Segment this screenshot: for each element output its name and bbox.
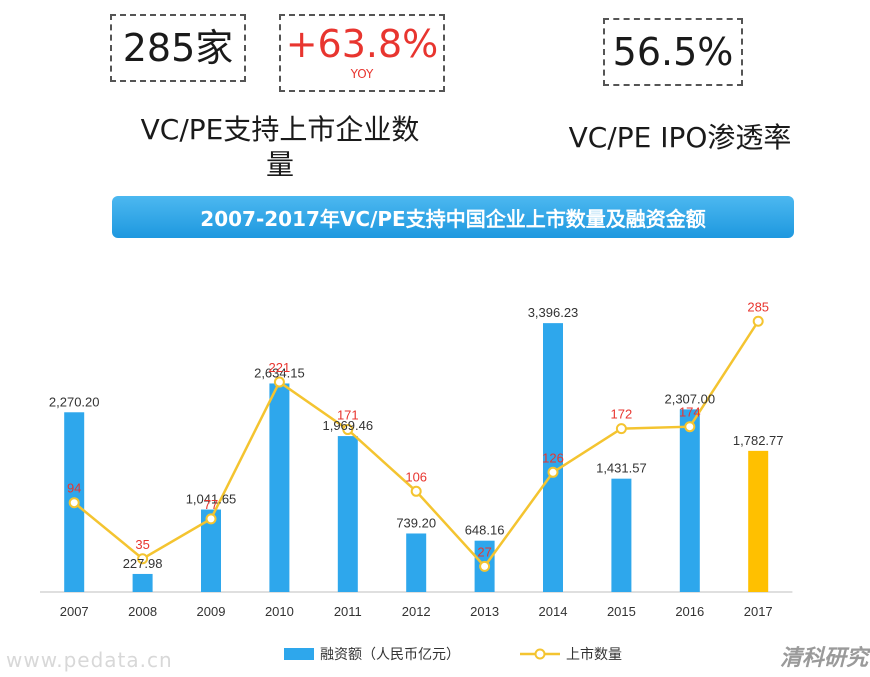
legend-label-line: 上市数量: [566, 646, 622, 663]
x-tick-label-2013: 2013: [470, 604, 499, 619]
bar-2012: [406, 533, 427, 592]
x-tick-label-2017: 2017: [744, 604, 773, 619]
x-tick-label-2008: 2008: [128, 604, 157, 619]
bar-value-label-2010: 2,634.15: [254, 365, 305, 380]
x-tick-label-2016: 2016: [675, 604, 704, 619]
line-value-label-2014: 126: [542, 450, 564, 465]
line-point-2008: [137, 553, 149, 565]
kpi-penetration-box: 56.5%: [603, 18, 743, 86]
line-point-2013: [479, 560, 491, 572]
bar-value-label-2017: 1,782.77: [733, 433, 784, 448]
x-tick-label-2010: 2010: [265, 604, 294, 619]
bar-2009: [201, 509, 221, 592]
bar-2010: [269, 383, 290, 592]
line-value-label-2008: 35: [135, 537, 149, 552]
line-point-2010: [273, 376, 285, 388]
caption-listed-count: VC/PE支持上市企业数量: [140, 113, 420, 181]
line-point-2015: [615, 423, 627, 435]
kpi-yoy-box: +63.8% YOY: [279, 14, 445, 92]
watermark: www.pedata.cn: [6, 648, 173, 672]
line-point-2012: [410, 485, 422, 497]
legend-label-bar: 融资额（人民币亿元）: [320, 647, 460, 663]
line-value-label-2011: 171: [337, 408, 359, 423]
legend-swatch-bar: [284, 648, 314, 660]
bar-value-label-2007: 2,270.20: [49, 394, 100, 409]
kpi-yoy-value: +63.8%: [285, 22, 439, 66]
line-value-label-2013: 27: [477, 544, 491, 559]
line-point-2007: [68, 497, 80, 509]
bar-2016: [679, 409, 700, 592]
bar-2015: [611, 478, 632, 592]
line-value-label-2010: 221: [269, 360, 291, 375]
chart-title-banner: 2007-2017年VC/PE支持中国企业上市数量及融资金额: [112, 196, 794, 238]
bar-value-label-2011: 1,969.46: [322, 418, 373, 433]
kpi-yoy-label: YOY: [350, 67, 374, 81]
bar-value-label-2009: 1,041.65: [186, 492, 237, 507]
x-tick-label-2009: 2009: [197, 604, 226, 619]
bar-value-label-2013: 648.16: [465, 523, 505, 538]
kpi-count-box: 285家: [110, 14, 246, 82]
line-value-label-2012: 106: [405, 469, 427, 484]
brand-logo: 清科研究: [780, 646, 869, 671]
line-value-label-2017: 285: [747, 299, 769, 314]
x-tick-label-2011: 2011: [334, 604, 362, 619]
line-point-2014: [547, 466, 559, 478]
line-point-2016: [684, 421, 696, 433]
bar-2011: [337, 436, 358, 592]
legend-swatch-marker: [534, 648, 546, 660]
bar-value-label-2008: 227.98: [123, 556, 163, 571]
caption-ipo-penetration: VC/PE IPO渗透率: [568, 121, 792, 154]
line-point-2017: [752, 315, 764, 327]
x-tick-label-2007: 2007: [60, 604, 89, 619]
kpi-count-value: 285家: [122, 26, 234, 70]
line-value-label-2009: 77: [204, 497, 218, 512]
bar-value-label-2016: 2,307.00: [664, 391, 715, 406]
line-value-label-2007: 94: [67, 481, 81, 496]
kpi-penetration-value: 56.5%: [612, 30, 734, 74]
line-value-label-2016: 174: [679, 405, 701, 420]
x-tick-label-2014: 2014: [539, 604, 568, 619]
x-tick-label-2012: 2012: [402, 604, 431, 619]
bar-value-label-2015: 1,431.57: [596, 461, 647, 476]
line-value-label-2015: 172: [611, 407, 633, 422]
bar-value-label-2012: 739.20: [396, 515, 436, 530]
combo-chart: 2,270.20 227.98 1,041.65 2,634.15 1,969.46 73…: [40, 299, 793, 663]
bar-2008: [132, 573, 153, 592]
line-point-2009: [205, 513, 217, 525]
bar-2014: [543, 323, 563, 592]
bar-2017: [748, 450, 769, 592]
bar-value-label-2014: 3,396.23: [528, 305, 579, 320]
line-point-2011: [342, 424, 354, 436]
x-tick-label-2015: 2015: [607, 604, 636, 619]
